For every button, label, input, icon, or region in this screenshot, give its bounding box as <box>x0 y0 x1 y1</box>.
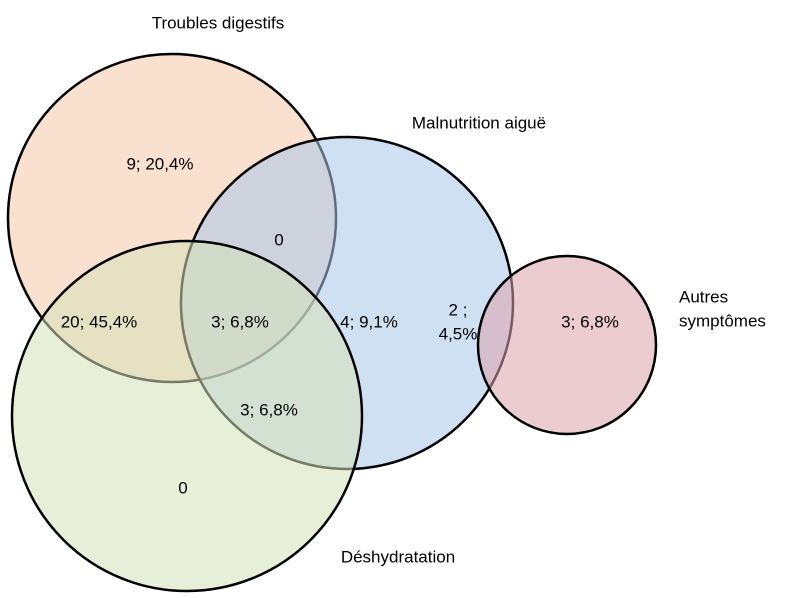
region-label: 20; 45,4% <box>61 312 138 331</box>
region-label: 0 <box>178 478 187 497</box>
labels: Troubles digestifs Malnutrition aiguë Autr… <box>61 13 766 566</box>
region-label: 2 ; <box>449 300 468 319</box>
region-label: 3; 6,8% <box>561 312 619 331</box>
region-label: 9; 20,4% <box>126 154 193 173</box>
set-label: Troubles digestifs <box>152 13 285 32</box>
set-label: symptômes <box>679 311 766 330</box>
set-label: Malnutrition aiguë <box>412 113 546 132</box>
region-label: 3; 6,8% <box>211 312 269 331</box>
region-label: 4,5% <box>439 324 478 343</box>
region-label: 3; 6,8% <box>240 400 298 419</box>
region-label: 0 <box>274 230 283 249</box>
circle-autres <box>476 254 658 436</box>
set-label: Déshydratation <box>341 547 455 566</box>
set-label: Autres <box>679 287 728 306</box>
region-label: 4; 9,1% <box>340 312 398 331</box>
circle-deshydratation <box>10 239 364 593</box>
